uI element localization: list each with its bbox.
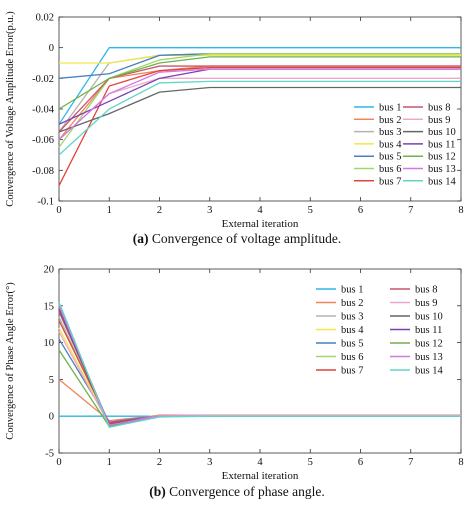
x-tick-label: 1 (107, 457, 112, 468)
caption-a-label: (a) (132, 231, 149, 246)
y-tick-label: 10 (44, 338, 55, 349)
legend-label: bus 6 (341, 352, 363, 363)
series-group (58, 47, 461, 186)
legend-label: bus 5 (379, 152, 401, 163)
y-tick-label: -0.04 (32, 105, 55, 116)
legend-label: bus 3 (379, 127, 401, 138)
y-axis-label: Convergence of Voltage Amplitude Error(p… (5, 11, 16, 207)
y-tick-label: 15 (44, 301, 55, 312)
legend-label: bus 10 (428, 127, 456, 138)
legend-label: bus 10 (415, 312, 443, 323)
legend-label: bus 9 (428, 115, 450, 126)
x-tick-label: 2 (157, 457, 162, 468)
x-tick-label: 6 (358, 205, 363, 216)
x-tick-label: 1 (107, 205, 112, 216)
legend-label: bus 14 (428, 176, 456, 187)
legend-label: bus 4 (379, 139, 402, 150)
legend-label: bus 8 (428, 103, 450, 114)
legend-label: bus 14 (415, 366, 443, 377)
legend-label: bus 3 (341, 312, 363, 323)
x-tick-label: 7 (408, 457, 413, 468)
caption-b-label: (b) (149, 484, 166, 499)
legend-label: bus 12 (428, 152, 456, 163)
x-tick-label: 0 (56, 457, 61, 468)
legend-label: bus 2 (341, 298, 363, 309)
legend-label: bus 1 (341, 285, 363, 296)
legend-label: bus 7 (379, 176, 401, 187)
x-tick-label: 7 (408, 205, 413, 216)
legend-label: bus 5 (341, 339, 363, 350)
series-line (58, 56, 461, 110)
y-tick-label: -0.06 (32, 135, 54, 146)
series-group (58, 301, 461, 428)
x-tick-label: 4 (257, 205, 263, 216)
x-tick-label: 3 (207, 205, 212, 216)
series-line (58, 65, 461, 133)
legend-label: bus 13 (428, 164, 456, 175)
y-tick-label: 20 (44, 265, 55, 276)
voltage-amplitude-chart: 0 1 2 3 4 5 6 7 8 -0.1 -0.08 -0.06 -0.04 -0.02 0 0.02 Ex… (5, 11, 464, 230)
legend-label: bus 7 (341, 366, 363, 377)
x-axis-label: External iteration (222, 218, 299, 230)
series-line (58, 86, 461, 133)
x-tick-label: 6 (358, 457, 363, 468)
legend-label: bus 8 (415, 285, 437, 296)
y-tick-label: -0.1 (37, 197, 54, 208)
series-line (58, 66, 461, 186)
caption-b: (b) Convergence of phase angle. (0, 484, 474, 500)
y-tick-label: 0 (49, 43, 54, 54)
y-tick-label: 0.02 (36, 13, 54, 24)
legend-label: bus 6 (379, 164, 401, 175)
x-tick-label: 2 (157, 205, 162, 216)
series-line (58, 301, 461, 428)
series-line (58, 47, 461, 125)
y-tick-label: -0.08 (32, 166, 54, 177)
legend: bus 1 bus 2 bus 3 bus 4 bus 5 bus 6 bus 7 bus 8… (316, 285, 443, 377)
legend-label: bus 13 (415, 352, 443, 363)
caption-b-text: Convergence of phase angle. (169, 484, 325, 499)
x-tick-label: 0 (56, 205, 61, 216)
x-tick-label: 3 (207, 457, 212, 468)
y-tick-label: -5 (45, 449, 54, 460)
series-line (58, 53, 461, 148)
legend-label: bus 12 (415, 339, 443, 350)
series-line (58, 68, 461, 141)
x-tick-label: 8 (458, 457, 463, 468)
legend-label: bus 2 (379, 115, 401, 126)
series-line (58, 77, 461, 141)
series-line (59, 54, 461, 64)
y-axis-label: Convergence of Phase Angle Error(°) (5, 282, 16, 440)
caption-a: (a) Convergence of voltage amplitude. (0, 231, 474, 247)
y-tick-label: 5 (49, 375, 54, 386)
y-tick-label: -0.02 (32, 74, 54, 85)
legend-label: bus 4 (341, 325, 364, 336)
y-tick-label: 0 (49, 412, 54, 423)
x-tick-label: 5 (308, 457, 313, 468)
x-axis-label: External iteration (222, 470, 299, 482)
x-tick-label: 8 (458, 205, 463, 216)
x-tick-label: 4 (257, 457, 263, 468)
x-tick-label: 5 (308, 205, 313, 216)
legend-label: bus 9 (415, 298, 437, 309)
series-line (58, 80, 461, 156)
legend-label: bus 11 (415, 325, 442, 336)
caption-a-text: Convergence of voltage amplitude. (151, 231, 342, 246)
legend-label: bus 11 (428, 139, 455, 150)
legend-label: bus 1 (379, 103, 401, 114)
